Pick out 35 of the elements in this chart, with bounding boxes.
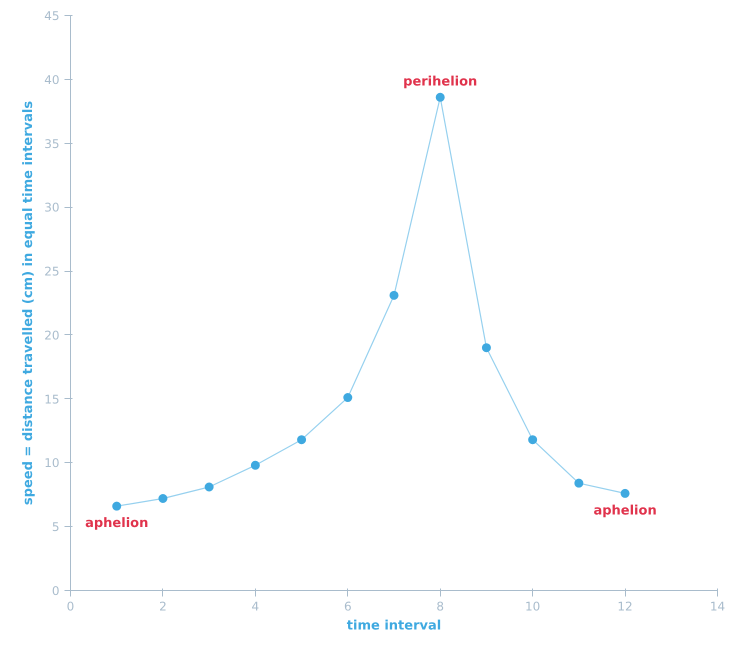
y-tick-label: 5	[52, 520, 60, 534]
y-tick-label: 0	[52, 584, 60, 598]
point	[528, 435, 538, 444]
y-axis-title: speed = distance travelled (cm) in equal time intervals	[21, 100, 36, 506]
x-tick-label: 12	[617, 600, 633, 614]
point	[620, 488, 630, 498]
point	[343, 393, 352, 402]
point	[390, 290, 398, 300]
y-tick-label: 45	[44, 9, 60, 23]
y-tick-label: 10	[44, 456, 60, 470]
y-tick-label: 20	[44, 328, 60, 342]
x-tick-label: 10	[525, 600, 540, 614]
x-tick-label: 8	[436, 600, 444, 614]
point	[204, 482, 214, 492]
y-tick-label: 35	[44, 136, 60, 151]
x-tick-label: 2	[159, 600, 167, 614]
point	[436, 92, 445, 102]
point	[574, 478, 584, 488]
point	[112, 502, 122, 511]
x-tick-label: 4	[252, 600, 260, 614]
x-axis-title: time interval	[346, 618, 442, 634]
y-tick-label: 30	[44, 200, 60, 215]
point	[297, 435, 306, 444]
annotation: aphelion	[85, 516, 148, 532]
y-tick-label: 15	[44, 392, 60, 406]
point	[482, 343, 491, 352]
x-tick-label: 0	[66, 600, 74, 614]
point	[250, 460, 260, 470]
point	[158, 494, 168, 503]
y-tick-label: 25	[44, 264, 60, 279]
annotation: perihelion	[403, 74, 478, 90]
x-tick-label: 6	[344, 600, 352, 614]
x-tick-label: 14	[710, 600, 726, 614]
y-tick-label: 40	[44, 72, 60, 87]
annotation: aphelion	[593, 503, 657, 518]
